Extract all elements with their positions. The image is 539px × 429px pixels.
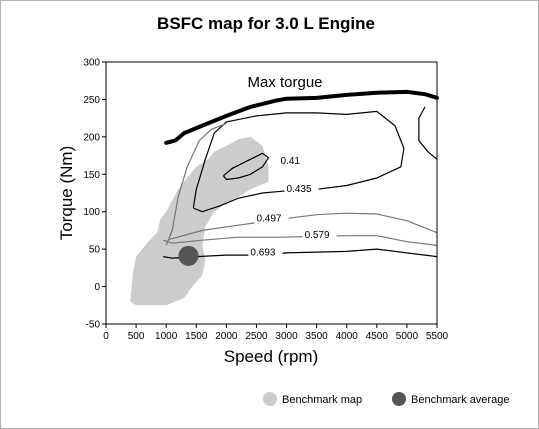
y-tick-label: 200 [83,132,100,143]
contour-label-bg-3 [302,229,337,241]
x-tick-label: 5500 [426,331,449,342]
contour-line-0-497 [165,122,227,246]
benchmark-map-region [130,136,269,306]
max-torque-curve [164,89,439,145]
y-tick-label: 0 [94,282,100,293]
y-tick-label: 100 [83,207,100,218]
x-tick-label: 3500 [306,331,329,342]
x-tick-label: 0 [103,331,109,342]
y-axis-label: Torque (Nm) [57,146,76,240]
contour-line-edge-6 [418,106,438,160]
contour-label-bg-0 [278,155,307,167]
legend-benchmark-map-swatch [263,392,277,406]
y-tick-label: 50 [89,245,101,256]
legend: Benchmark map Benchmark average [263,392,509,406]
contour-label: 0.41 [281,156,301,167]
x-tick-label: 3000 [275,331,298,342]
max-torque-annotation: Max torgue [247,74,322,91]
legend-benchmark-average-label: Benchmark average [411,394,509,406]
contour-label-bg-4 [248,246,283,258]
contour-line-0-693 [163,248,438,259]
benchmark-average-point [178,245,199,266]
contour-line-0-435 [192,110,405,213]
x-tick-label: 4500 [366,331,389,342]
contour-label: 0.497 [256,214,281,225]
x-tick-label: 2000 [215,331,238,342]
x-tick-label: 5000 [396,331,419,342]
x-tick-label: 1000 [155,331,178,342]
contour-label: 0.693 [250,247,275,258]
x-axis-label: Speed (rpm) [224,347,318,366]
y-tick-label: 250 [83,95,100,106]
contour-label: 0.579 [305,230,330,241]
contour-label-bg-2 [254,212,289,224]
chart-title: BSFC map for 3.0 L Engine [157,14,375,33]
contour-label: 0.435 [287,184,312,195]
legend-benchmark-average-swatch [392,392,406,406]
y-tick-label: 300 [83,58,100,69]
x-tick-label: 500 [128,331,145,342]
x-tick-label: 1500 [185,331,208,342]
contour-label-bg-1 [284,182,319,194]
x-tick-label: 2500 [245,331,268,342]
plot-area-border [105,61,438,325]
contour-line-0-41 [222,152,270,181]
contour-line-0-579 [163,235,438,246]
y-tick-label: -50 [86,320,101,331]
contour-line-0-497-lower [169,212,438,240]
legend-benchmark-map-label: Benchmark map [282,394,362,406]
y-tick-label: 150 [83,170,100,181]
x-tick-label: 4000 [336,331,359,342]
